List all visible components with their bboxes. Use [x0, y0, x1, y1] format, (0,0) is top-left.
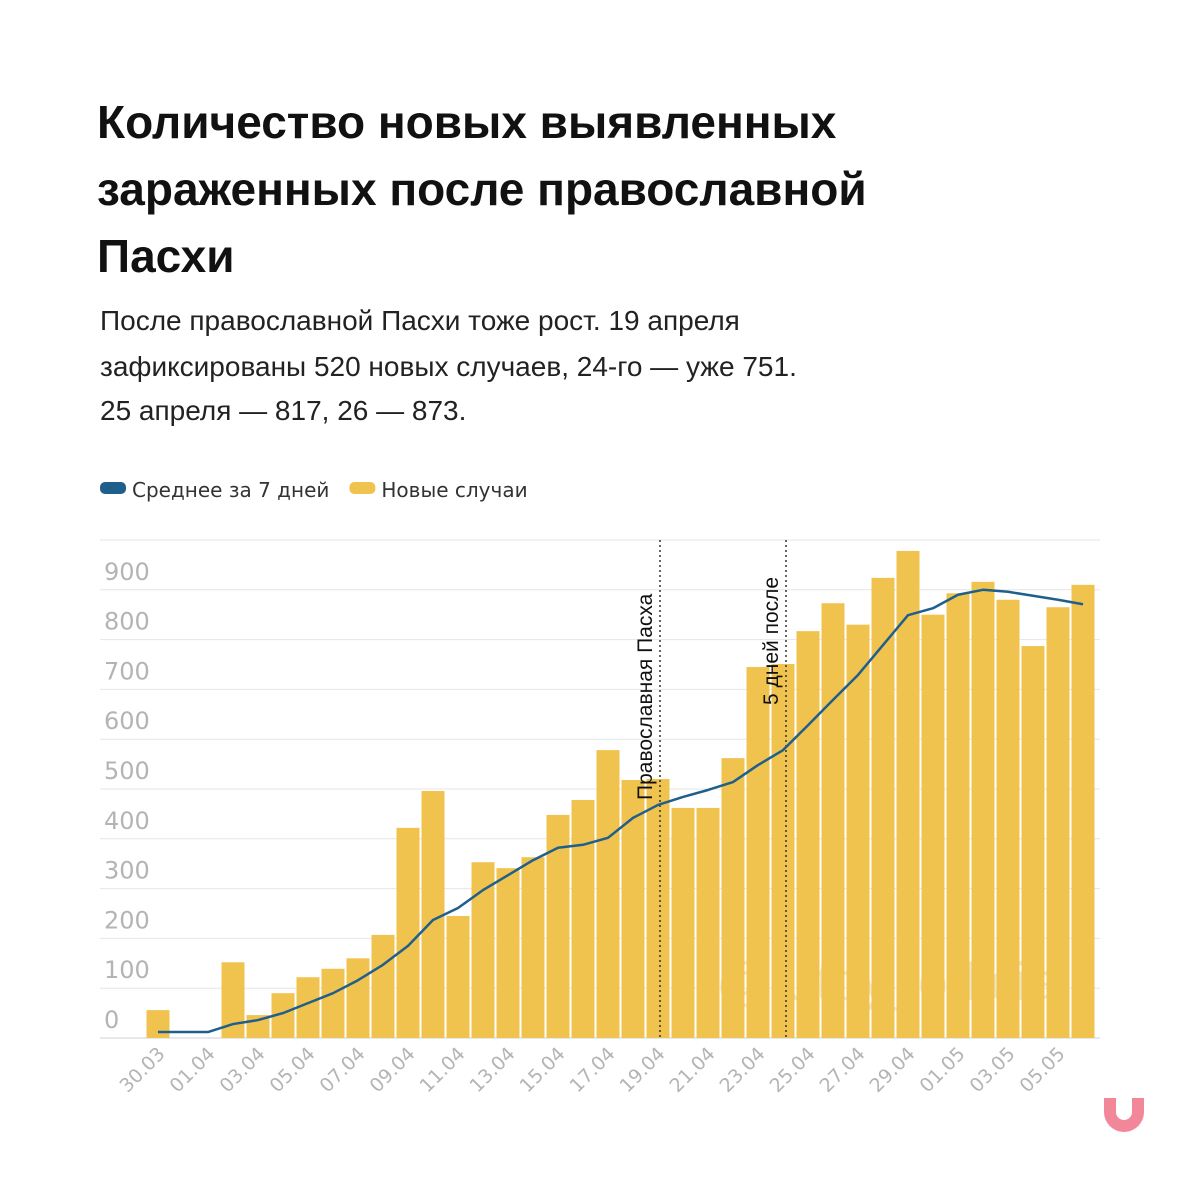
bar [846, 624, 870, 1038]
annotation: 5 дней после [760, 577, 783, 705]
bar [421, 790, 445, 1038]
legend-label: Среднее за 7 дней [132, 478, 329, 502]
y-tick-label: 0 [104, 1006, 119, 1034]
x-tick-label: 29.04 [866, 1043, 920, 1097]
bar [771, 664, 795, 1038]
y-tick-label: 300 [104, 857, 150, 885]
subtitle: 25 апреля — 817, 26 — 873. [100, 395, 466, 426]
bar [146, 1010, 170, 1038]
bar [396, 827, 420, 1038]
y-tick-label: 700 [104, 657, 150, 685]
legend-label: Новые случаи [381, 478, 527, 502]
bar [696, 807, 720, 1038]
x-tick-label: 17.04 [566, 1043, 620, 1097]
x-tick-label: 19.04 [616, 1043, 670, 1097]
line [158, 588, 1084, 1034]
x-tick-label: 15.04 [516, 1043, 570, 1097]
x-tick-label: 05.05 [1016, 1043, 1070, 1097]
bar [671, 807, 695, 1038]
x-tick-label: 21.04 [666, 1043, 720, 1097]
bar [971, 581, 995, 1038]
bar [746, 666, 770, 1038]
bar [621, 780, 645, 1038]
x-tick-label: 03.04 [216, 1043, 270, 1097]
bar [221, 962, 245, 1038]
y-tick-label: 400 [104, 807, 150, 835]
x-tick-label: 30.03 [116, 1043, 170, 1097]
bar [546, 814, 570, 1038]
x-tick-label: 09.04 [366, 1043, 420, 1097]
x-tick-label: 07.04 [316, 1043, 370, 1097]
annotation: Православная Пасха [634, 593, 657, 800]
bar [521, 857, 545, 1038]
bar [721, 758, 745, 1038]
x-tick-label: 01.04 [166, 1043, 220, 1097]
bar [996, 599, 1020, 1038]
legend-swatch [100, 482, 126, 494]
bar [496, 868, 520, 1038]
x-tick-label: 11.04 [416, 1043, 470, 1097]
y-tick-label: 100 [104, 956, 150, 984]
bar [921, 614, 945, 1038]
y-tick-label: 500 [104, 757, 150, 785]
x-tick-label: 03.05 [966, 1043, 1020, 1097]
x-tick-label: 05.04 [266, 1043, 320, 1097]
bar [271, 993, 295, 1038]
chart-title: Количество новых выявленных [97, 96, 837, 148]
chart-title: зараженных после православной [97, 163, 867, 215]
bar [346, 958, 370, 1038]
bar [646, 779, 670, 1038]
bar [1046, 607, 1070, 1038]
bar [371, 934, 395, 1038]
bar [471, 862, 495, 1038]
bar [946, 593, 970, 1038]
bar [1071, 584, 1095, 1038]
x-tick-label: 27.04 [816, 1043, 870, 1097]
bar [321, 968, 345, 1038]
x-tick-label: 25.04 [766, 1043, 820, 1097]
bar [596, 750, 620, 1038]
y-tick-label: 600 [104, 707, 150, 735]
legend-swatch [349, 482, 376, 494]
y-tick-label: 800 [104, 608, 150, 636]
bar [571, 799, 595, 1038]
subtitle: зафиксированы 520 новых случаев, 24-го —… [100, 351, 797, 382]
y-tick-label: 900 [104, 558, 150, 586]
x-tick-label: 23.04 [716, 1043, 770, 1097]
bar [896, 550, 920, 1038]
bar [446, 915, 470, 1038]
chart-title: Пасхи [97, 230, 234, 282]
bar [821, 603, 845, 1038]
bar [296, 977, 320, 1038]
bar [796, 631, 820, 1038]
subtitle: После православной Пасхи тоже рост. 19 а… [100, 305, 740, 336]
bar [871, 577, 895, 1038]
logo [1104, 1098, 1144, 1132]
bar [1021, 646, 1045, 1038]
x-tick-label: 13.04 [466, 1043, 520, 1097]
y-tick-label: 200 [104, 906, 150, 934]
x-tick-label: 01.05 [916, 1043, 970, 1097]
